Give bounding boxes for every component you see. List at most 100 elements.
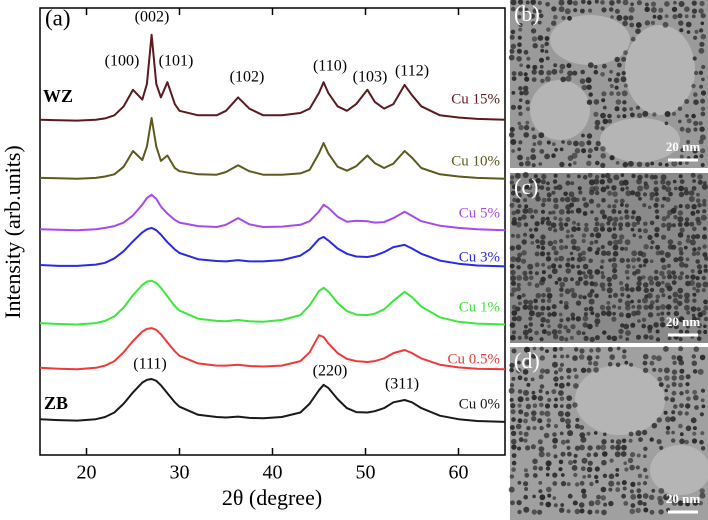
particle [643, 304, 649, 310]
particle [653, 174, 658, 180]
particle [643, 446, 648, 451]
annotation: (100) [105, 53, 140, 70]
particle [649, 220, 655, 226]
series-label: Cu 0.5% [448, 351, 501, 367]
particle [544, 36, 550, 41]
particle [544, 153, 550, 160]
particle [554, 382, 559, 387]
particle [575, 207, 582, 214]
particle [692, 316, 697, 322]
particle [515, 256, 522, 263]
particle [523, 481, 529, 487]
particle [578, 190, 583, 195]
tem-panels: (b) 20 nm (c) 20 nm (d) 20 nm [508, 0, 708, 520]
particle [667, 239, 674, 245]
particle [534, 221, 540, 227]
particle [662, 196, 667, 201]
particle [572, 500, 578, 506]
particle [583, 226, 589, 232]
particle [518, 140, 523, 145]
particle [625, 186, 629, 190]
particle [672, 274, 678, 280]
particle [522, 304, 528, 310]
particle [546, 298, 552, 304]
particle [578, 354, 585, 360]
particle [701, 77, 705, 82]
particle [532, 458, 538, 465]
particle [509, 367, 514, 373]
particle [661, 234, 667, 240]
particle [547, 493, 552, 498]
particle [652, 112, 657, 117]
particle [522, 208, 529, 214]
particle [521, 293, 526, 298]
particle [647, 312, 654, 318]
particle [575, 316, 581, 322]
particle [554, 257, 559, 262]
particle [678, 185, 684, 192]
particle [546, 70, 552, 76]
particle [649, 196, 654, 201]
particle [622, 0, 629, 6]
particle [636, 493, 642, 499]
particle [531, 410, 537, 417]
particle [535, 292, 542, 299]
particle [689, 280, 695, 286]
particle [540, 179, 546, 185]
particle [517, 509, 522, 515]
particle [628, 6, 635, 13]
particle [698, 8, 704, 14]
particle [518, 301, 522, 306]
particle [510, 409, 516, 415]
particle [600, 486, 607, 493]
particle [539, 64, 544, 69]
particle [523, 494, 528, 500]
particle [630, 452, 636, 458]
particle [547, 240, 554, 247]
particle [551, 329, 558, 335]
particle [676, 355, 683, 362]
particle [534, 283, 540, 288]
particle [580, 436, 587, 443]
particle [693, 92, 698, 97]
x-tick-label: 50 [356, 462, 376, 484]
particle [691, 113, 696, 119]
particle [575, 246, 581, 252]
particle [525, 445, 531, 451]
particle [545, 349, 549, 353]
particle [697, 269, 703, 275]
particle [702, 281, 708, 288]
particle [579, 508, 585, 514]
particle [582, 322, 588, 328]
particle [686, 139, 691, 145]
particle [509, 48, 515, 54]
particle [700, 21, 705, 26]
particle [643, 183, 650, 190]
particle [594, 174, 600, 180]
particle [698, 28, 704, 33]
particle [661, 216, 667, 222]
particle [608, 480, 615, 487]
particle [594, 119, 601, 126]
particle [571, 226, 577, 233]
particle [553, 424, 559, 429]
particle [660, 179, 666, 185]
particle [601, 91, 607, 97]
particle [530, 0, 536, 5]
particle [612, 227, 617, 231]
particle [583, 335, 589, 341]
particle [530, 377, 535, 382]
particle [616, 346, 621, 351]
particle [545, 186, 551, 191]
particle [522, 270, 528, 276]
particle [650, 20, 656, 25]
particle [671, 438, 676, 443]
particle [579, 425, 585, 430]
particle [600, 274, 606, 280]
particle [678, 346, 684, 352]
particle [523, 438, 528, 443]
particle [532, 43, 538, 49]
particle [565, 217, 571, 222]
particle [540, 245, 546, 251]
particle [671, 381, 677, 387]
